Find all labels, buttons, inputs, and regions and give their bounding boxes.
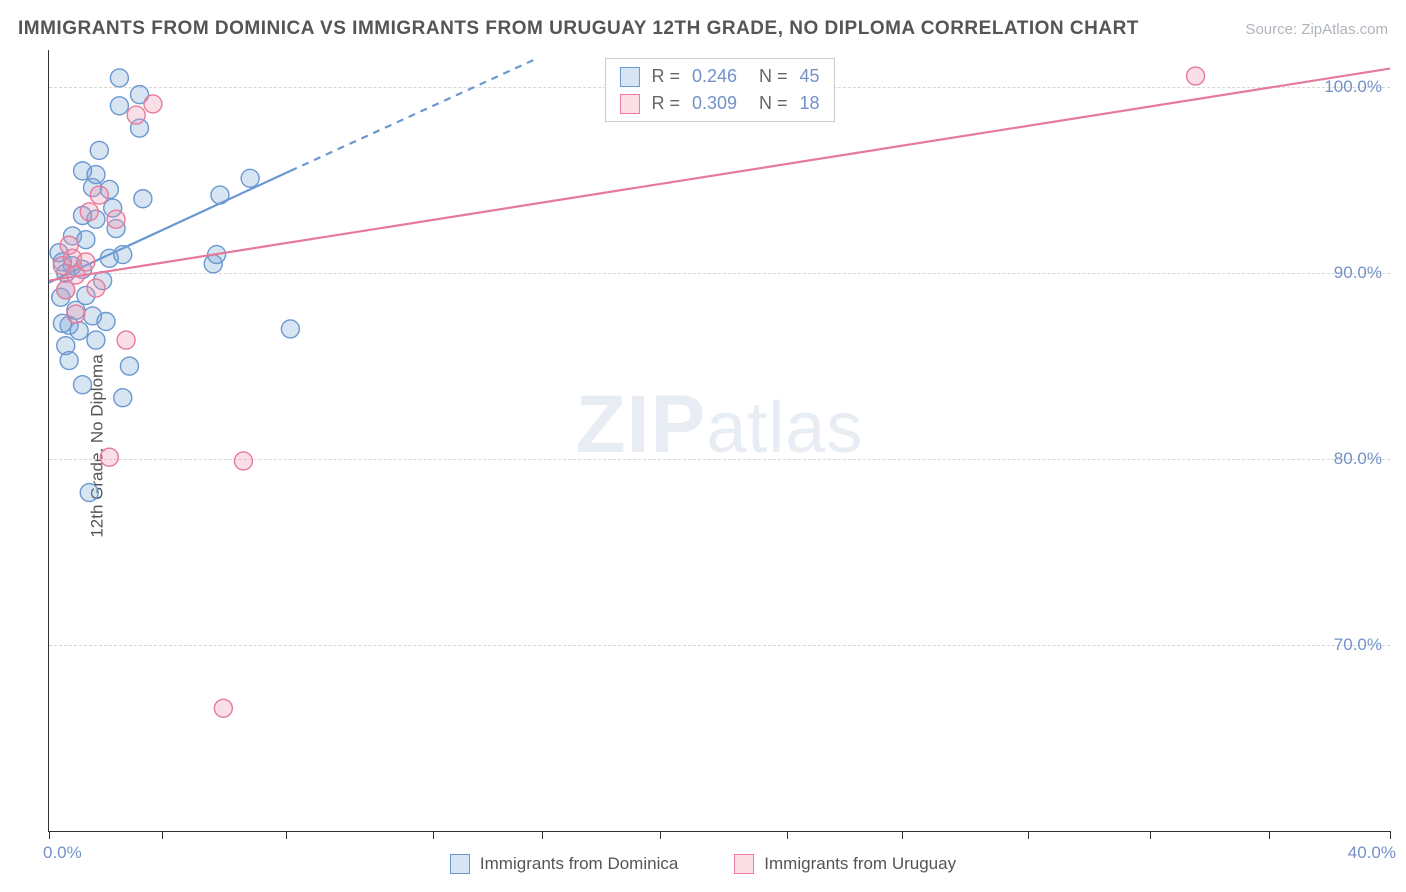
data-point-uruguay xyxy=(87,279,105,297)
x-tick xyxy=(49,831,50,839)
data-point-dominica xyxy=(60,352,78,370)
legend-swatch-uruguay xyxy=(734,854,754,874)
data-point-dominica xyxy=(87,331,105,349)
x-tick xyxy=(660,831,661,839)
data-point-dominica xyxy=(110,97,128,115)
x-tick xyxy=(286,831,287,839)
chart-title: IMMIGRANTS FROM DOMINICA VS IMMIGRANTS F… xyxy=(18,18,1139,40)
data-point-uruguay xyxy=(117,331,135,349)
bottom-legend: Immigrants from Dominica Immigrants from… xyxy=(0,854,1406,874)
x-tick xyxy=(1390,831,1391,839)
x-tick xyxy=(162,831,163,839)
data-point-dominica xyxy=(120,357,138,375)
data-point-dominica xyxy=(74,376,92,394)
data-point-dominica xyxy=(80,484,98,502)
plot-svg xyxy=(49,50,1390,831)
x-tick xyxy=(542,831,543,839)
source-attribution: Source: ZipAtlas.com xyxy=(1245,21,1388,38)
n-label: N = xyxy=(759,90,788,117)
data-point-dominica xyxy=(114,246,132,264)
x-tick xyxy=(1269,831,1270,839)
n-value-uruguay: 18 xyxy=(800,90,820,117)
data-point-dominica xyxy=(110,69,128,87)
title-bar: IMMIGRANTS FROM DOMINICA VS IMMIGRANTS F… xyxy=(18,18,1388,40)
data-point-dominica xyxy=(90,141,108,159)
swatch-dominica xyxy=(619,67,639,87)
r-label: R = xyxy=(651,63,680,90)
x-tick xyxy=(787,831,788,839)
data-point-dominica xyxy=(77,231,95,249)
n-value-dominica: 45 xyxy=(800,63,820,90)
stats-box: R = 0.246 N = 45 R = 0.309 N = 18 xyxy=(604,58,834,122)
plot-area: ZIPatlas 70.0%80.0%90.0%100.0% R = 0.246… xyxy=(48,50,1390,832)
data-point-uruguay xyxy=(77,253,95,271)
swatch-uruguay xyxy=(619,94,639,114)
x-tick xyxy=(1150,831,1151,839)
legend-swatch-dominica xyxy=(450,854,470,874)
x-tick xyxy=(433,831,434,839)
r-value-dominica: 0.246 xyxy=(692,63,737,90)
data-point-dominica xyxy=(134,190,152,208)
legend-item-dominica: Immigrants from Dominica xyxy=(450,854,678,874)
data-point-uruguay xyxy=(90,186,108,204)
data-point-uruguay xyxy=(80,203,98,221)
data-point-dominica xyxy=(241,169,259,187)
data-point-uruguay xyxy=(214,699,232,717)
stats-row-uruguay: R = 0.309 N = 18 xyxy=(619,90,819,117)
data-point-uruguay xyxy=(144,95,162,113)
regression-line-dashed-dominica xyxy=(290,59,535,171)
data-point-uruguay xyxy=(127,106,145,124)
data-point-dominica xyxy=(87,166,105,184)
data-point-dominica xyxy=(114,389,132,407)
data-point-dominica xyxy=(281,320,299,338)
data-point-uruguay xyxy=(100,448,118,466)
stats-row-dominica: R = 0.246 N = 45 xyxy=(619,63,819,90)
r-value-uruguay: 0.309 xyxy=(692,90,737,117)
data-point-uruguay xyxy=(67,305,85,323)
data-point-uruguay xyxy=(107,210,125,228)
x-tick xyxy=(902,831,903,839)
r-label: R = xyxy=(651,90,680,117)
data-point-dominica xyxy=(97,312,115,330)
data-point-uruguay xyxy=(1187,67,1205,85)
n-label: N = xyxy=(759,63,788,90)
legend-label-dominica: Immigrants from Dominica xyxy=(480,854,678,874)
data-point-dominica xyxy=(70,322,88,340)
legend-item-uruguay: Immigrants from Uruguay xyxy=(734,854,956,874)
x-tick xyxy=(1028,831,1029,839)
data-point-uruguay xyxy=(234,452,252,470)
legend-label-uruguay: Immigrants from Uruguay xyxy=(764,854,956,874)
data-point-dominica xyxy=(211,186,229,204)
